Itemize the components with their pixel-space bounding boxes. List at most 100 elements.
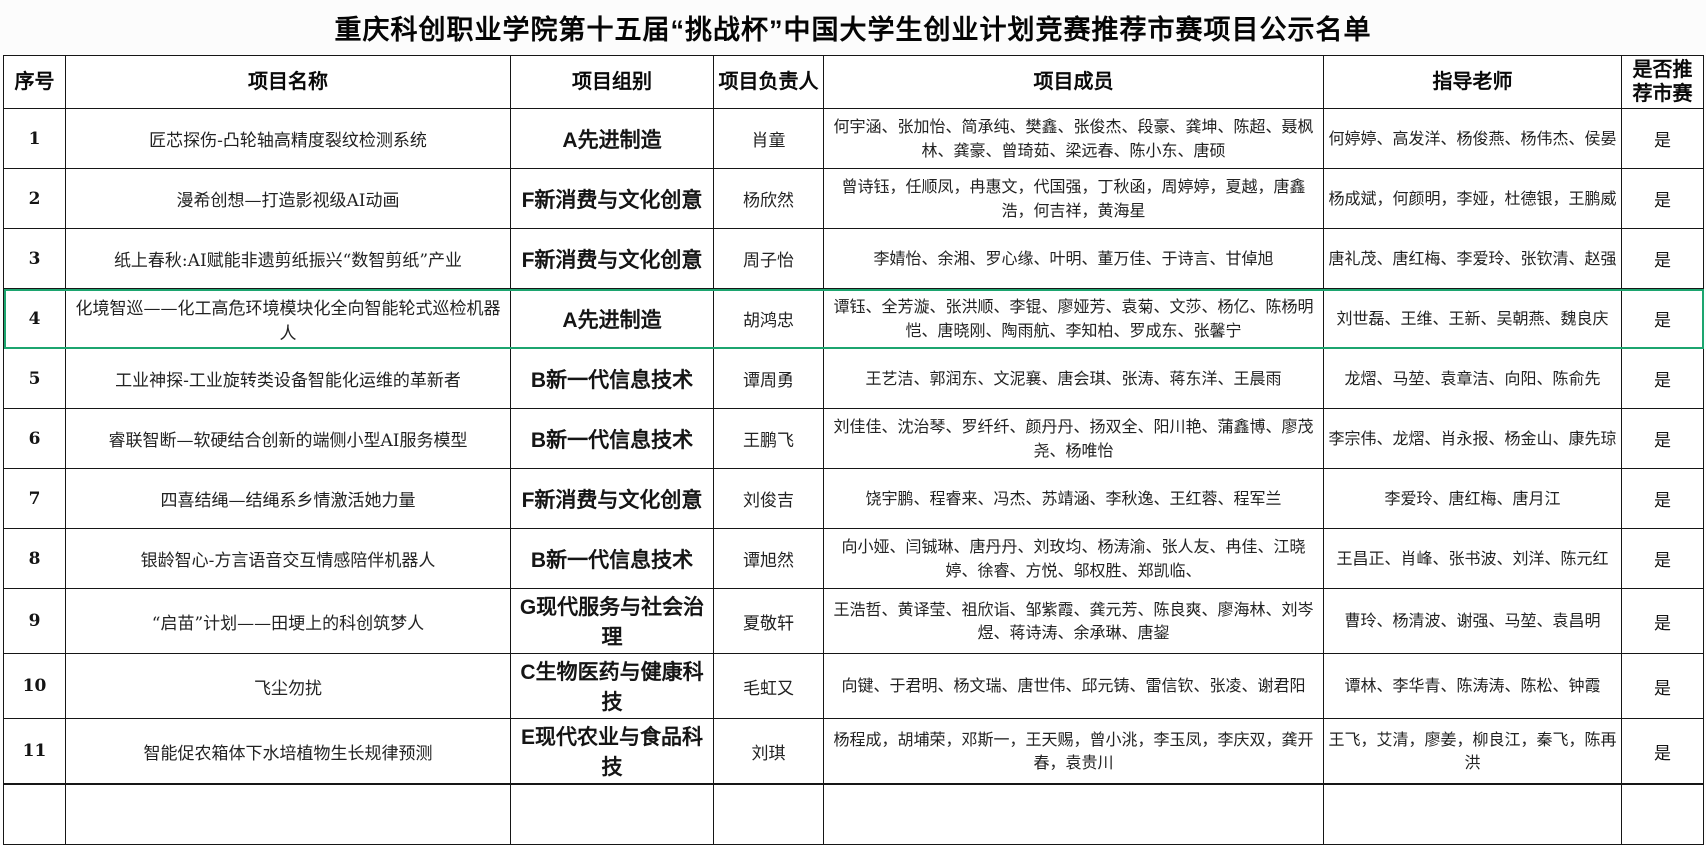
- cell-recommended[interactable]: 是: [1621, 108, 1704, 169]
- cell-advisors[interactable]: 王昌正、肖峰、张书波、刘洋、陈元红: [1323, 528, 1622, 589]
- col-header-serial[interactable]: 序号: [3, 55, 66, 109]
- cell-group[interactable]: B新一代信息技术: [510, 348, 714, 409]
- cell-members[interactable]: 王艺洁、郭润东、文泥襄、唐会琪、张涛、蒋东洋、王晨雨: [823, 348, 1324, 409]
- cell-group[interactable]: A先进制造: [510, 108, 714, 169]
- cell-advisors[interactable]: 李爱玲、唐红梅、唐月江: [1323, 468, 1622, 529]
- cell-project-name[interactable]: “启苗”计划——田埂上的科创筑梦人: [65, 588, 511, 654]
- cell-advisors[interactable]: 唐礼茂、唐红梅、李爱玲、张钦清、赵强: [1323, 228, 1622, 289]
- cell-recommended[interactable]: 是: [1621, 228, 1704, 289]
- cell-project-name[interactable]: 飞尘勿扰: [65, 653, 511, 719]
- cell-recommended[interactable]: 是: [1621, 528, 1704, 589]
- cell-leader[interactable]: 杨欣然: [713, 168, 824, 229]
- cell-group[interactable]: F新消费与文化创意: [510, 228, 714, 289]
- cell-recommended[interactable]: 是: [1621, 588, 1704, 654]
- cell-serial[interactable]: 2: [3, 168, 66, 229]
- cell-project-name[interactable]: 匠芯探伤-凸轮轴高精度裂纹检测系统: [65, 108, 511, 169]
- cell-group[interactable]: A先进制造: [510, 288, 714, 349]
- cell-recommended[interactable]: 是: [1621, 408, 1704, 469]
- cell-advisors[interactable]: 何婷婷、高发洋、杨俊燕、杨伟杰、侯晏: [1323, 108, 1622, 169]
- cell-project-name[interactable]: 睿联智断—软硬结合创新的端侧小型AI服务模型: [65, 408, 511, 469]
- col-header-advisors[interactable]: 指导老师: [1323, 55, 1622, 109]
- cell-leader[interactable]: 肖童: [713, 108, 824, 169]
- cell-recommended[interactable]: 是: [1621, 718, 1704, 785]
- cell-recommended[interactable]: 是: [1621, 348, 1704, 409]
- cell-members[interactable]: 李婧怡、余湘、罗心缘、叶明、董万佳、于诗言、甘倬旭: [823, 228, 1324, 289]
- cell-recommended[interactable]: 是: [1621, 168, 1704, 229]
- cell-group[interactable]: F新消费与文化创意: [510, 168, 714, 229]
- cell-project-name[interactable]: 智能促农箱体下水培植物生长规律预测: [65, 718, 511, 785]
- col-header-project-name[interactable]: 项目名称: [65, 55, 511, 109]
- table-row: 1 匠芯探伤-凸轮轴高精度裂纹检测系统 A先进制造 肖童 何宇涵、张加怡、简承纯…: [3, 108, 1704, 169]
- cell-group[interactable]: B新一代信息技术: [510, 528, 714, 589]
- cell-project-name[interactable]: 纸上春秋:AI赋能非遗剪纸振兴“数智剪纸”产业: [65, 228, 511, 289]
- cell-members[interactable]: 何宇涵、张加怡、简承纯、樊鑫、张俊杰、段豪、龚坤、陈超、聂枫林、龚豪、曾琦茹、梁…: [823, 108, 1324, 169]
- cell-serial[interactable]: 4: [3, 288, 66, 349]
- cell-project-name[interactable]: 化境智巡——化工高危环境模块化全向智能轮式巡检机器人: [65, 288, 511, 349]
- cell-members[interactable]: 向键、于君明、杨文瑞、唐世伟、邱元铸、雷信钦、张凌、谢君阳: [823, 653, 1324, 719]
- cell-project-name[interactable]: 银龄智心-方言语音交互情感陪伴机器人: [65, 528, 511, 589]
- empty-cell[interactable]: [65, 783, 511, 845]
- cell-serial[interactable]: 1: [3, 108, 66, 169]
- cell-serial[interactable]: 5: [3, 348, 66, 409]
- cell-leader[interactable]: 谭旭然: [713, 528, 824, 589]
- cell-group[interactable]: G现代服务与社会治理: [510, 588, 714, 654]
- table-row: 9 “启苗”计划——田埂上的科创筑梦人 G现代服务与社会治理 夏敬轩 王浩哲、黄…: [3, 588, 1704, 654]
- cell-members[interactable]: 杨程成，胡埔荣，邓斯一，王天赐，曾小洮，李玉凤，李庆双，龚开春，袁贵川: [823, 718, 1324, 785]
- cell-serial[interactable]: 7: [3, 468, 66, 529]
- cell-serial[interactable]: 9: [3, 588, 66, 654]
- cell-project-name[interactable]: 工业神探-工业旋转类设备智能化运维的革新者: [65, 348, 511, 409]
- cell-recommended[interactable]: 是: [1621, 653, 1704, 719]
- empty-cell[interactable]: [713, 783, 824, 845]
- cell-leader[interactable]: 刘琪: [713, 718, 824, 785]
- cell-advisors[interactable]: 曹玲、杨清波、谢强、马堃、袁昌明: [1323, 588, 1622, 654]
- table-row: 6 睿联智断—软硬结合创新的端侧小型AI服务模型 B新一代信息技术 王鹏飞 刘佳…: [3, 408, 1704, 469]
- header-row: 序号 项目名称 项目组别 项目负责人 项目成员 指导老师 是否推荐市赛: [3, 55, 1704, 109]
- cell-group[interactable]: C生物医药与健康科技: [510, 653, 714, 719]
- cell-serial[interactable]: 8: [3, 528, 66, 589]
- cell-project-name[interactable]: 四喜结绳—结绳系乡情激活她力量: [65, 468, 511, 529]
- cell-serial[interactable]: 6: [3, 408, 66, 469]
- cell-serial[interactable]: 3: [3, 228, 66, 289]
- empty-cell[interactable]: [823, 783, 1324, 845]
- table-row: 5 工业神探-工业旋转类设备智能化运维的革新者 B新一代信息技术 谭周勇 王艺洁…: [3, 348, 1704, 409]
- cell-recommended[interactable]: 是: [1621, 288, 1704, 349]
- cell-group[interactable]: F新消费与文化创意: [510, 468, 714, 529]
- cell-members[interactable]: 刘佳佳、沈治琴、罗纤纤、颜丹丹、扬双全、阳川艳、蒲鑫博、廖茂尧、杨唯怡: [823, 408, 1324, 469]
- cell-serial[interactable]: 11: [3, 718, 66, 785]
- cell-advisors[interactable]: 李宗伟、龙熠、肖永报、杨金山、康先琼: [1323, 408, 1622, 469]
- projects-table: 序号 项目名称 项目组别 项目负责人 项目成员 指导老师 是否推荐市赛 1 匠芯…: [3, 55, 1704, 845]
- cell-leader[interactable]: 夏敬轩: [713, 588, 824, 654]
- cell-members[interactable]: 王浩哲、黄译莹、祖欣诣、邹紫霞、龚元芳、陈良爽、廖海林、刘岑煜、蒋诗涛、余承琳、…: [823, 588, 1324, 654]
- col-header-recommended[interactable]: 是否推荐市赛: [1621, 55, 1704, 109]
- cell-group[interactable]: E现代农业与食品科技: [510, 718, 714, 785]
- cell-members[interactable]: 谭钰、全芳漩、张洪顺、李锟、廖娅芳、袁菊、文莎、杨亿、陈杨明恺、唐晓刚、陶雨航、…: [823, 288, 1324, 349]
- empty-cell[interactable]: [3, 783, 66, 845]
- col-header-group[interactable]: 项目组别: [510, 55, 714, 109]
- cell-serial[interactable]: 10: [3, 653, 66, 719]
- cell-members[interactable]: 向小娅、闫铖琳、唐丹丹、刘玫均、杨涛渝、张人友、冉佳、江晓婷、徐睿、方悦、邬权胜…: [823, 528, 1324, 589]
- empty-cell[interactable]: [1323, 783, 1622, 845]
- cell-leader[interactable]: 谭周勇: [713, 348, 824, 409]
- cell-members[interactable]: 饶宇鹏、程睿来、冯杰、苏靖涵、李秋逸、王红蓉、程军兰: [823, 468, 1324, 529]
- cell-members[interactable]: 曾诗钰，任顺凤，冉惠文，代国强，丁秋函，周婷婷，夏越，唐鑫浩，何吉祥，黄海星: [823, 168, 1324, 229]
- cell-advisors[interactable]: 谭林、李华青、陈涛涛、陈松、钟霞: [1323, 653, 1622, 719]
- col-header-members[interactable]: 项目成员: [823, 55, 1324, 109]
- cell-project-name[interactable]: 漫希创想—打造影视级AI动画: [65, 168, 511, 229]
- cell-advisors[interactable]: 刘世磊、王维、王新、吴朝燕、魏良庆: [1323, 288, 1622, 349]
- cell-advisors[interactable]: 王飞，艾清，廖姜，柳良江，秦飞，陈再洪: [1323, 718, 1622, 785]
- cell-leader[interactable]: 胡鸿忠: [713, 288, 824, 349]
- cell-advisors[interactable]: 杨成斌，何颜明，李娅，杜德银，王鹏威: [1323, 168, 1622, 229]
- cell-leader[interactable]: 刘俊吉: [713, 468, 824, 529]
- cell-leader[interactable]: 周子怡: [713, 228, 824, 289]
- empty-cell[interactable]: [1621, 783, 1704, 845]
- cell-recommended[interactable]: 是: [1621, 468, 1704, 529]
- cell-group[interactable]: B新一代信息技术: [510, 408, 714, 469]
- col-header-leader[interactable]: 项目负责人: [713, 55, 824, 109]
- table-row: 8 银龄智心-方言语音交互情感陪伴机器人 B新一代信息技术 谭旭然 向小娅、闫铖…: [3, 528, 1704, 589]
- cell-leader[interactable]: 王鹏飞: [713, 408, 824, 469]
- cell-leader[interactable]: 毛虹又: [713, 653, 824, 719]
- table-row: 2 漫希创想—打造影视级AI动画 F新消费与文化创意 杨欣然 曾诗钰，任顺凤，冉…: [3, 168, 1704, 229]
- table-row: 11 智能促农箱体下水培植物生长规律预测 E现代农业与食品科技 刘琪 杨程成，胡…: [3, 718, 1704, 785]
- empty-cell[interactable]: [510, 783, 714, 845]
- cell-advisors[interactable]: 龙熠、马堃、袁章洁、向阳、陈俞先: [1323, 348, 1622, 409]
